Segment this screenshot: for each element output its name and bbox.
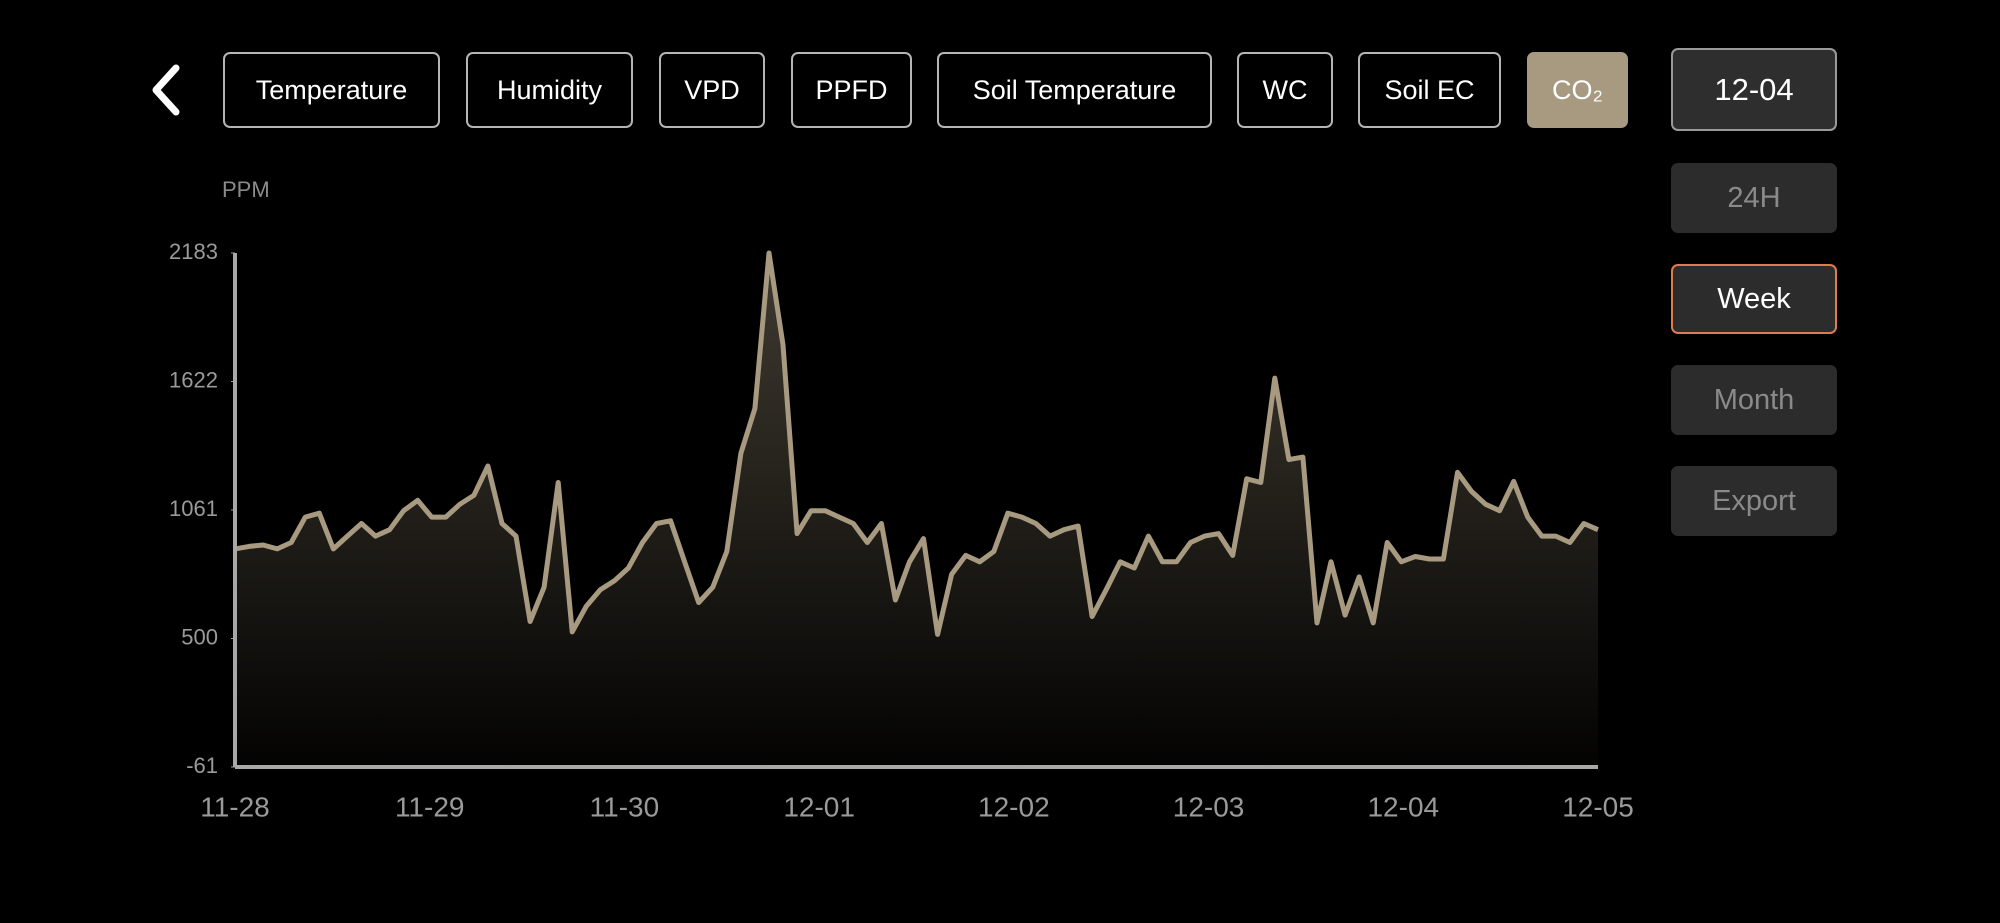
tab-button[interactable]: WC <box>1237 52 1333 128</box>
tab-button[interactable]: Humidity <box>466 52 633 128</box>
export-button[interactable]: Export <box>1671 466 1837 536</box>
tab-button[interactable]: VPD <box>659 52 765 128</box>
x-tick-label: 11-28 <box>200 791 270 822</box>
tab-button[interactable]: Temperature <box>223 52 440 128</box>
y-tick-label: 1622 <box>169 367 218 392</box>
x-tick-label: 11-30 <box>590 791 660 822</box>
back-button[interactable] <box>152 64 180 116</box>
y-tick-label: 1061 <box>169 496 218 521</box>
x-tick-label: 12-03 <box>1173 791 1245 822</box>
range-button[interactable]: 24H <box>1671 163 1837 233</box>
date-picker[interactable]: 12-04 <box>1671 48 1837 131</box>
area <box>235 253 1598 767</box>
x-tick-label: 11-29 <box>395 791 465 822</box>
tab-button[interactable]: Soil EC <box>1358 52 1501 128</box>
x-tick-label: 12-01 <box>783 791 855 822</box>
tab-button[interactable]: Soil Temperature <box>937 52 1212 128</box>
x-tick-label: 12-05 <box>1562 791 1634 822</box>
range-button[interactable]: Week <box>1671 264 1837 334</box>
y-tick-label: -61 <box>186 753 218 778</box>
x-tick-label: 12-04 <box>1367 791 1439 822</box>
range-button[interactable]: Month <box>1671 365 1837 435</box>
y-axis-label: PPM <box>222 177 270 202</box>
y-tick-label: 2183 <box>169 239 218 264</box>
tab-button[interactable]: CO₂ <box>1527 52 1628 128</box>
tab-button[interactable]: PPFD <box>791 52 912 128</box>
y-tick-label: 500 <box>181 624 218 649</box>
x-tick-label: 12-02 <box>978 791 1050 822</box>
line <box>234 250 1600 637</box>
